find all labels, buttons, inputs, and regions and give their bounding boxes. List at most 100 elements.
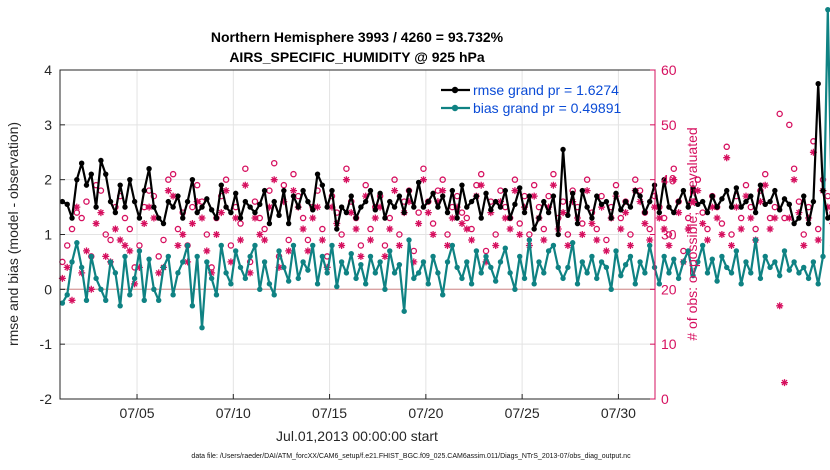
obs-evaluated-marker bbox=[246, 269, 254, 277]
obs-evaluated-marker bbox=[265, 203, 273, 211]
rmse-point bbox=[791, 220, 797, 227]
rmse-point bbox=[776, 207, 783, 213]
obs-evaluated-marker bbox=[111, 225, 119, 233]
bias-point bbox=[83, 297, 90, 303]
rmse-point bbox=[618, 207, 624, 213]
obs-evaluated-marker bbox=[241, 181, 249, 189]
obs-possible-marker bbox=[477, 170, 485, 178]
obs-possible-marker bbox=[458, 209, 466, 216]
bias-point bbox=[189, 303, 196, 309]
obs-evaluated-marker bbox=[188, 220, 196, 227]
obs-possible-marker bbox=[761, 170, 769, 178]
bias-point bbox=[290, 242, 297, 249]
rmse-point bbox=[752, 209, 759, 216]
obs-possible-marker bbox=[396, 231, 403, 238]
rmse-point bbox=[242, 198, 249, 205]
legend-rmse-marker bbox=[451, 86, 459, 94]
rmse-point bbox=[512, 201, 518, 208]
obs-evaluated-marker bbox=[641, 220, 649, 227]
rmse-point bbox=[815, 81, 821, 87]
obs-evaluated-marker bbox=[429, 231, 437, 238]
bias-point bbox=[223, 270, 229, 276]
x-tick-label: 07/20 bbox=[408, 405, 443, 421]
rmse-point bbox=[603, 198, 610, 205]
obs-evaluated-marker bbox=[347, 209, 355, 217]
obs-possible-marker bbox=[415, 209, 422, 216]
obs-evaluated-marker bbox=[362, 192, 370, 200]
bias-point bbox=[613, 248, 619, 254]
rmse-point bbox=[415, 179, 422, 186]
obs-possible-marker bbox=[429, 220, 437, 227]
rmse-point bbox=[598, 201, 605, 208]
obs-evaluated-marker bbox=[776, 302, 784, 310]
obs-evaluated-marker bbox=[261, 236, 269, 244]
obs-possible-marker bbox=[665, 231, 673, 238]
rmse-point bbox=[136, 215, 143, 221]
obs-evaluated-marker bbox=[699, 220, 707, 227]
bias-point bbox=[762, 253, 768, 260]
bias-point bbox=[324, 270, 330, 276]
bias-point bbox=[550, 242, 557, 249]
legend-bias-marker bbox=[451, 104, 459, 112]
y-tick-label: 1 bbox=[44, 227, 52, 243]
bias-point bbox=[512, 286, 518, 293]
obs-possible-marker bbox=[439, 176, 446, 183]
obs-evaluated-marker bbox=[140, 220, 148, 227]
right-tick-label: 30 bbox=[661, 227, 677, 243]
obs-evaluated-marker bbox=[376, 203, 384, 211]
bias-point bbox=[93, 275, 99, 282]
rmse-point bbox=[695, 201, 701, 208]
obs-evaluated-marker bbox=[92, 220, 100, 227]
obs-evaluated-marker bbox=[747, 214, 755, 222]
bias-point bbox=[618, 272, 624, 279]
rmse-point bbox=[175, 193, 181, 199]
bias-point bbox=[738, 281, 744, 287]
bias-point bbox=[271, 292, 277, 298]
rmse-point bbox=[300, 187, 306, 194]
obs-evaluated-marker bbox=[540, 236, 548, 244]
bias-point bbox=[358, 261, 364, 268]
rmse-point bbox=[338, 204, 345, 210]
bias-point bbox=[204, 259, 210, 265]
rmse-point bbox=[189, 176, 196, 183]
obs-evaluated-marker bbox=[713, 214, 721, 222]
rmse-point bbox=[334, 226, 340, 232]
rmse-point bbox=[435, 204, 441, 210]
rmse-point bbox=[666, 204, 672, 210]
obs-possible-marker bbox=[68, 225, 76, 233]
obs-possible-marker bbox=[728, 231, 735, 238]
obs-evaluated-marker bbox=[193, 198, 201, 206]
obs-evaluated-marker bbox=[164, 187, 172, 195]
data-file-footer: data file: /Users/raeder/DAI/ATM_forcXX/… bbox=[191, 453, 631, 460]
obs-evaluated-marker bbox=[448, 214, 456, 222]
bias-point bbox=[584, 270, 590, 276]
bias-point bbox=[825, 6, 830, 13]
rmse-point bbox=[411, 204, 417, 210]
bias-point bbox=[671, 256, 677, 262]
obs-possible-marker bbox=[684, 214, 692, 222]
bias-point bbox=[285, 278, 292, 284]
obs-evaluated-marker bbox=[814, 236, 822, 244]
obs-evaluated-marker bbox=[150, 214, 158, 222]
obs-evaluated-marker bbox=[169, 192, 177, 200]
obs-possible-marker bbox=[251, 198, 259, 205]
obs-evaluated-marker bbox=[256, 231, 264, 238]
obs-evaluated-marker bbox=[588, 220, 596, 227]
obs-evaluated-marker bbox=[237, 236, 244, 244]
bias-point bbox=[218, 242, 224, 249]
rmse-point bbox=[261, 187, 268, 194]
bias-point bbox=[276, 248, 282, 254]
bias-point bbox=[396, 261, 403, 268]
obs-possible-marker bbox=[136, 242, 143, 249]
obs-evaluated-marker bbox=[121, 242, 129, 249]
obs-possible-marker bbox=[723, 143, 730, 151]
rmse-point bbox=[724, 187, 730, 194]
rmse-point bbox=[93, 204, 99, 210]
bias-point bbox=[170, 292, 176, 298]
obs-evaluated-marker bbox=[227, 258, 235, 266]
obs-possible-marker bbox=[704, 225, 711, 233]
obs-evaluated-marker bbox=[824, 203, 830, 211]
bias-point bbox=[411, 275, 417, 282]
bias-point bbox=[454, 264, 460, 271]
rmse-point bbox=[237, 215, 244, 221]
